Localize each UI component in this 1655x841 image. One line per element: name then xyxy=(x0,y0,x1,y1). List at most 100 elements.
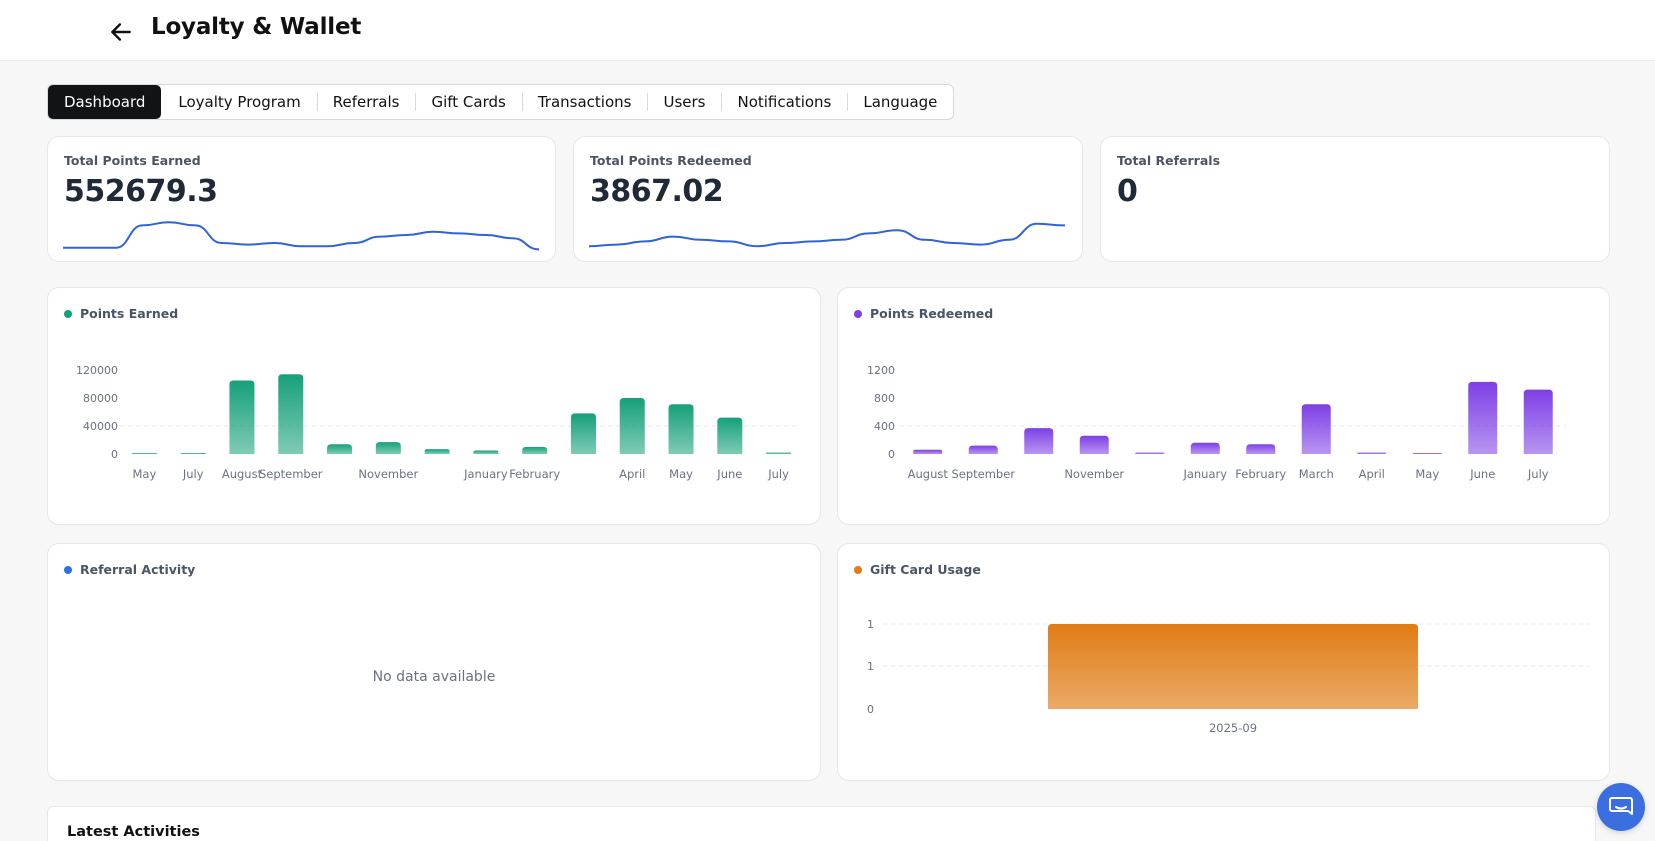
bar[interactable] xyxy=(766,452,792,454)
chart-card-referral-activity: Referral Activity No data available xyxy=(47,543,821,781)
stat-value: 3867.02 xyxy=(590,174,724,209)
bar[interactable] xyxy=(1246,444,1276,454)
tab-dashboard[interactable]: Dashboard xyxy=(48,85,162,119)
bar[interactable] xyxy=(570,413,596,454)
x-tick-label: May xyxy=(1415,467,1439,481)
chart-title: Referral Activity xyxy=(64,562,195,577)
stat-card-points-redeemed: Total Points Redeemed 3867.02 xyxy=(573,136,1083,262)
bar[interactable] xyxy=(522,447,548,454)
bar[interactable] xyxy=(424,449,450,454)
top-bar: Loyalty & Wallet xyxy=(0,0,1655,61)
y-tick-label: 1 xyxy=(867,618,874,631)
y-tick-label: 800 xyxy=(874,392,895,405)
y-tick-label: 400 xyxy=(874,420,895,433)
bar[interactable] xyxy=(180,453,206,454)
page-title: Loyalty & Wallet xyxy=(151,14,362,40)
bar[interactable] xyxy=(717,417,743,454)
sparkline-points-earned xyxy=(63,221,540,251)
stat-label: Total Points Redeemed xyxy=(590,153,752,168)
bar[interactable] xyxy=(1079,435,1109,454)
x-tick-label: August xyxy=(908,467,949,481)
y-tick-label: 0 xyxy=(867,703,874,716)
x-tick-label: July xyxy=(1527,467,1549,481)
bar[interactable] xyxy=(1468,381,1498,454)
stat-label: Total Referrals xyxy=(1117,153,1221,168)
x-tick-label: January xyxy=(1182,467,1227,481)
tab-language[interactable]: Language xyxy=(847,85,953,119)
x-tick-label: November xyxy=(358,467,418,481)
legend-dot xyxy=(64,565,72,574)
empty-state: No data available xyxy=(372,669,496,685)
chat-bubble-icon xyxy=(1609,797,1633,815)
chart-card-points-redeemed: Points Redeemed 0 400 800 1200 August Septemb… xyxy=(837,287,1610,525)
x-tick-label: January xyxy=(463,467,508,481)
bar[interactable] xyxy=(229,380,255,455)
chart-title: Points Redeemed xyxy=(854,306,993,321)
bar[interactable] xyxy=(968,445,998,454)
x-tick-label: November xyxy=(1064,467,1124,481)
x-tick-label: May xyxy=(133,467,157,481)
tab-referrals[interactable]: Referrals xyxy=(316,85,416,119)
sparkline-path xyxy=(63,221,540,251)
x-tick-label: August xyxy=(222,467,263,481)
stat-label: Total Points Earned xyxy=(64,153,201,168)
chart-title: Points Earned xyxy=(64,306,178,321)
tab-notifications[interactable]: Notifications xyxy=(721,85,847,119)
x-tick-label: June xyxy=(1469,467,1495,481)
bar[interactable] xyxy=(913,449,943,454)
stat-card-points-earned: Total Points Earned 552679.3 xyxy=(47,136,556,262)
bar[interactable] xyxy=(473,450,499,455)
x-tick-label: February xyxy=(509,467,560,481)
chart-card-gift-card-usage: Gift Card Usage 0 1 1 2025-09 xyxy=(837,543,1610,781)
x-tick-label: March xyxy=(1299,467,1334,481)
y-tick-label: 80000 xyxy=(83,392,118,405)
bar[interactable] xyxy=(1412,453,1442,454)
latest-activities-title: Latest Activities xyxy=(67,824,200,840)
chart-title-label: Points Redeemed xyxy=(870,306,994,321)
stat-value: 0 xyxy=(1117,174,1138,209)
bar[interactable] xyxy=(1024,428,1054,454)
bar[interactable] xyxy=(668,404,694,454)
bar[interactable] xyxy=(1190,442,1220,454)
x-tick-label: July xyxy=(182,467,204,481)
tab-transactions[interactable]: Transactions xyxy=(521,85,648,119)
chart-card-points-earned: Points Earned 0 40000 80000 120000 May July Au… xyxy=(47,287,821,525)
tab-gift-cards[interactable]: Gift Cards xyxy=(415,85,521,119)
bar[interactable] xyxy=(1135,452,1165,454)
gift-card-usage-chart: 0 1 1 2025-09 xyxy=(867,618,1590,735)
bar[interactable] xyxy=(375,442,401,454)
chart-title-label: Referral Activity xyxy=(80,562,196,577)
x-tick-label: June xyxy=(716,467,742,481)
chat-launcher-button[interactable] xyxy=(1597,783,1645,831)
chart-title-label: Gift Card Usage xyxy=(870,562,981,577)
x-tick-label: 2025-09 xyxy=(1209,721,1257,735)
bar[interactable] xyxy=(1301,404,1331,454)
y-tick-label: 0 xyxy=(111,448,118,461)
y-tick-label: 120000 xyxy=(76,364,118,377)
y-tick-label: 0 xyxy=(888,448,895,461)
stat-value: 552679.3 xyxy=(64,174,218,209)
tab-loyalty-program[interactable]: Loyalty Program xyxy=(178,93,301,111)
x-tick-label: May xyxy=(669,467,693,481)
x-tick-label: September xyxy=(259,467,323,481)
points-redeemed-chart: 0 400 800 1200 August September November Januar… xyxy=(867,364,1566,481)
x-tick-label: February xyxy=(1235,467,1286,481)
tab-users[interactable]: Users xyxy=(647,85,721,119)
sparkline-points-redeemed xyxy=(588,222,1066,248)
bar[interactable] xyxy=(619,398,645,454)
x-tick-label: July xyxy=(767,467,789,481)
bar[interactable] xyxy=(131,453,157,454)
legend-dot xyxy=(64,309,72,318)
arrow-left-icon[interactable] xyxy=(108,19,134,45)
legend-dot xyxy=(854,565,862,574)
latest-activities-card: Latest Activities xyxy=(47,806,1596,841)
y-tick-label: 40000 xyxy=(83,420,118,433)
x-tick-label: September xyxy=(951,467,1015,481)
bar[interactable] xyxy=(327,444,353,454)
bar[interactable] xyxy=(278,374,304,454)
bar[interactable] xyxy=(1523,389,1553,454)
bar[interactable] xyxy=(1357,452,1387,454)
stat-card-total-referrals: Total Referrals 0 xyxy=(1100,136,1610,262)
bar[interactable] xyxy=(1048,624,1418,709)
